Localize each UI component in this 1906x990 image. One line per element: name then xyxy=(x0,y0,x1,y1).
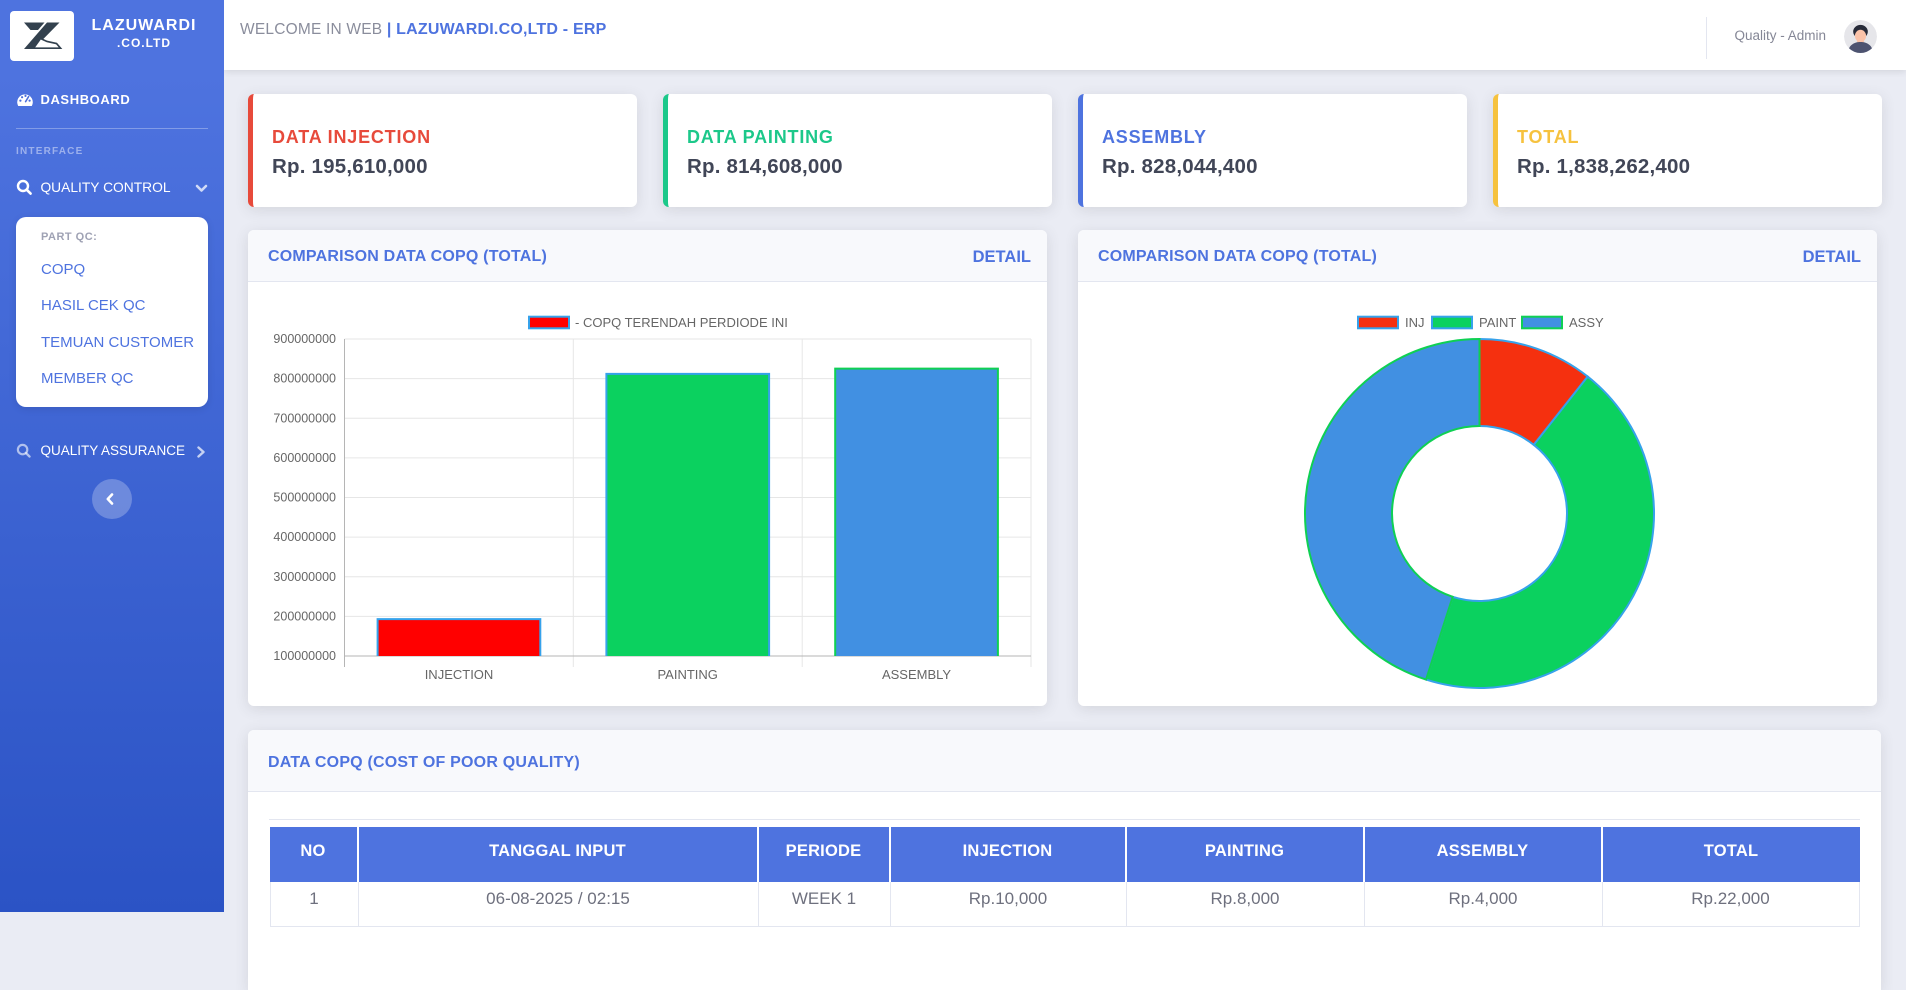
svg-text:INJECTION: INJECTION xyxy=(425,667,494,682)
svg-text:100000000: 100000000 xyxy=(273,649,336,663)
svg-text:ASSEMBLY: ASSEMBLY xyxy=(882,667,951,682)
svg-text:INJ: INJ xyxy=(1405,315,1425,330)
svg-text:600000000: 600000000 xyxy=(273,451,336,465)
svg-text:900000000: 900000000 xyxy=(273,332,336,346)
svg-text:700000000: 700000000 xyxy=(273,411,336,425)
svg-text:500000000: 500000000 xyxy=(273,491,336,505)
svg-text:300000000: 300000000 xyxy=(273,570,336,584)
svg-text:400000000: 400000000 xyxy=(273,530,336,544)
svg-text:PAINTING: PAINTING xyxy=(657,667,717,682)
svg-text:800000000: 800000000 xyxy=(273,372,336,386)
svg-text:- COPQ TERENDAH PERDIODE INI: - COPQ TERENDAH PERDIODE INI xyxy=(575,315,788,330)
svg-text:PAINT: PAINT xyxy=(1479,315,1516,330)
svg-text:ASSY: ASSY xyxy=(1569,315,1604,330)
svg-text:200000000: 200000000 xyxy=(273,609,336,623)
